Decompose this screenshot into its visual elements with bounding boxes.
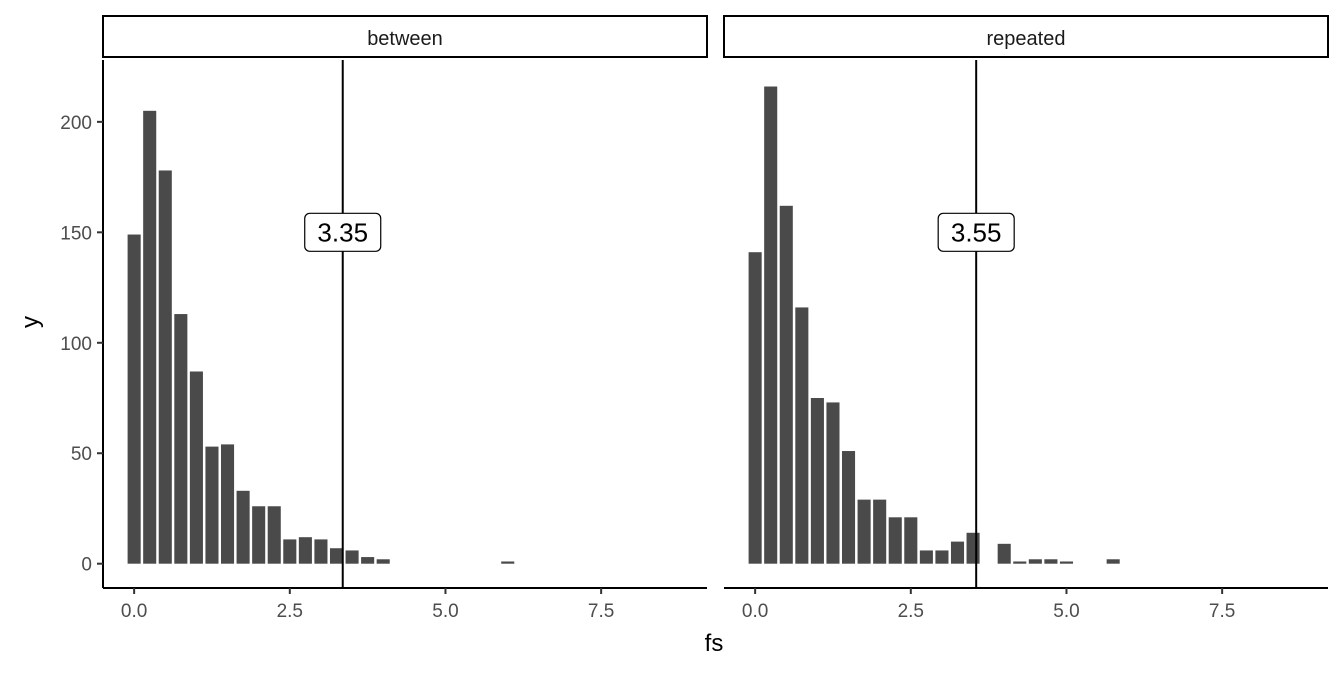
facet-strip-label: repeated: [987, 28, 1066, 50]
histogram-bar: [795, 307, 809, 564]
histogram-bar: [205, 446, 219, 564]
histogram-bar: [1044, 559, 1058, 564]
histogram-bar: [267, 506, 281, 564]
histogram-bar: [779, 205, 793, 564]
histogram-bar: [501, 561, 515, 564]
histogram-bar: [873, 499, 887, 564]
x-tick-label: 0.0: [121, 601, 147, 622]
histogram-bar: [1059, 561, 1074, 564]
y-tick-label: 150: [60, 223, 92, 244]
histogram-bar: [174, 314, 188, 564]
histogram-bar: [283, 539, 297, 564]
facet-strip: [102, 15, 708, 58]
critical-value-label: 3.55: [951, 217, 1002, 247]
histogram-bar: [189, 371, 203, 564]
y-tick-label: 0: [81, 555, 92, 576]
histogram-bar: [1013, 561, 1027, 564]
histogram-bar: [252, 506, 266, 564]
histogram-bar: [935, 550, 949, 564]
facet-strip-label: between: [367, 28, 443, 50]
y-tick-label: 50: [71, 444, 92, 465]
histogram-bar: [236, 490, 250, 564]
histogram-bar: [143, 110, 157, 564]
histogram-bar: [966, 532, 980, 564]
histogram-bar: [127, 234, 141, 564]
y-tick-label: 200: [60, 113, 92, 134]
histogram-bar: [997, 543, 1011, 564]
x-axis-title: fs: [705, 630, 724, 657]
x-tick-label: 7.5: [1209, 601, 1235, 622]
y-axis-title: y: [17, 316, 44, 328]
x-tick-label: 2.5: [898, 601, 924, 622]
histogram-bar: [1106, 559, 1120, 564]
histogram-bar: [826, 402, 840, 564]
critical-value-label-box: [304, 212, 382, 252]
histogram-bar: [919, 550, 933, 564]
histogram-bar: [950, 541, 965, 564]
critical-value-label: 3.35: [317, 217, 368, 247]
histogram-bar: [220, 444, 235, 564]
axis-titles-layer: fs y: [17, 316, 723, 657]
x-tick-label: 2.5: [277, 601, 303, 622]
histogram-bar: [345, 550, 359, 564]
histogram-bar: [298, 537, 312, 564]
x-tick-label: 5.0: [1053, 601, 1079, 622]
histogram-bar: [361, 557, 375, 564]
histogram-bar: [857, 499, 871, 564]
histogram-bar: [904, 517, 918, 564]
histogram-bar: [1028, 559, 1042, 564]
y-tick-label: 100: [60, 334, 92, 355]
histogram-bar: [329, 548, 344, 564]
facet-panel-repeated: repeated 3.55 0.0 2.5 5.0 7.5: [723, 15, 1329, 622]
histogram-bar: [158, 170, 172, 564]
x-tick-label: 5.0: [432, 601, 458, 622]
histogram-bar: [810, 398, 824, 564]
histogram-bar: [841, 451, 856, 564]
histogram-bar: [748, 252, 762, 564]
facet-strip: [723, 15, 1329, 58]
histogram-bar: [764, 86, 778, 564]
histogram-bar: [376, 559, 390, 564]
x-tick-label: 0.0: [742, 601, 768, 622]
histogram-bar: [888, 517, 902, 564]
x-tick-label: 7.5: [588, 601, 614, 622]
histogram-bar: [314, 539, 328, 564]
critical-value-label-box: [937, 212, 1015, 252]
facet-panel-between: between 3.35 0 50 100 150 200 0.0 2.5 5.0 7.5: [60, 15, 708, 622]
